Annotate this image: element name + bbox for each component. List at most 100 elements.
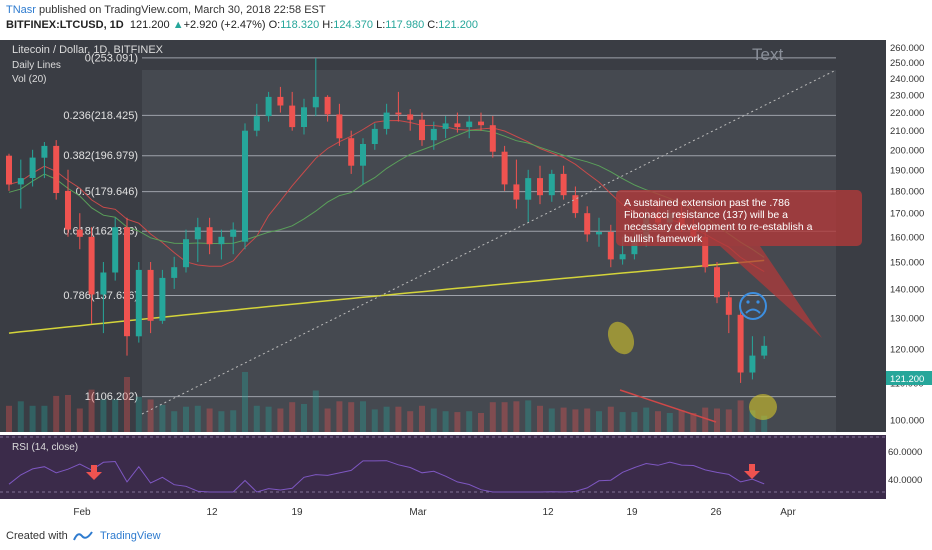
fib-level-label: 0.382(196.979) xyxy=(63,150,138,162)
volume-bar xyxy=(6,405,12,432)
candle-body[interactable] xyxy=(501,151,508,185)
candle-body[interactable] xyxy=(383,112,390,129)
candle-body[interactable] xyxy=(242,130,248,242)
price-tick: 260.000 xyxy=(890,43,924,54)
candle-body[interactable] xyxy=(312,96,319,108)
published-text: published on TradingView.com, March 30, … xyxy=(39,4,326,16)
rsi-line xyxy=(8,460,765,493)
time-axis-label: Mar xyxy=(409,507,427,518)
candle-body[interactable] xyxy=(619,254,626,260)
candle-body[interactable] xyxy=(159,277,166,321)
candle-body[interactable] xyxy=(584,213,591,235)
candle-body[interactable] xyxy=(29,157,36,178)
candle-body[interactable] xyxy=(419,119,425,141)
ma-line[interactable] xyxy=(8,129,765,258)
candle-body[interactable] xyxy=(761,345,768,356)
candle-body[interactable] xyxy=(88,236,95,295)
candle-body[interactable] xyxy=(525,178,532,200)
candle-body[interactable] xyxy=(289,105,296,128)
red-trendline[interactable] xyxy=(619,389,717,423)
candle-body[interactable] xyxy=(572,195,579,214)
candle-body[interactable] xyxy=(183,239,189,268)
volume-bar xyxy=(88,389,95,432)
text-annotation[interactable]: Text xyxy=(752,45,783,64)
candle-body[interactable] xyxy=(206,227,213,245)
candle-body[interactable] xyxy=(218,236,225,245)
candle-body[interactable] xyxy=(17,178,24,185)
candle-body[interactable] xyxy=(395,112,402,115)
candle-body[interactable] xyxy=(430,128,437,141)
symbol-label: BITFINEX:LTCUSD, 1D xyxy=(6,19,124,31)
candle-body[interactable] xyxy=(253,116,260,131)
candle-body[interactable] xyxy=(371,128,378,144)
candle-body[interactable] xyxy=(124,227,130,337)
candle-body[interactable] xyxy=(596,232,602,235)
chart-area[interactable]: 0(253.091) 0.236(218.425) 0.382(196.979) 0.… xyxy=(0,40,932,522)
rsi-axis[interactable] xyxy=(886,435,932,499)
volume-bar xyxy=(714,408,720,432)
candle-body[interactable] xyxy=(466,121,473,128)
candle-body[interactable] xyxy=(749,355,756,373)
last-price: 121.200 xyxy=(129,19,170,31)
candle-body[interactable] xyxy=(65,190,71,230)
candle-body[interactable] xyxy=(76,229,83,237)
rsi-pane[interactable] xyxy=(0,435,886,499)
candle-body[interactable] xyxy=(407,114,414,120)
candle-body[interactable] xyxy=(171,267,178,278)
sma-200-line[interactable] xyxy=(8,259,765,334)
candle-body[interactable] xyxy=(41,145,48,158)
candle-body[interactable] xyxy=(360,144,366,166)
volume-bar xyxy=(690,413,697,432)
candle-body[interactable] xyxy=(324,96,331,115)
down-arrow-icon xyxy=(744,464,760,479)
volume-bar xyxy=(336,401,343,432)
candle-body[interactable] xyxy=(725,297,732,315)
legend-volume: Vol (20) xyxy=(12,74,46,85)
candle-body[interactable] xyxy=(112,227,119,273)
candle-body[interactable] xyxy=(301,107,307,127)
price-tick: 230.000 xyxy=(890,91,924,102)
candle-body[interactable] xyxy=(548,173,555,196)
candle-body[interactable] xyxy=(230,229,237,237)
volume-bar xyxy=(383,406,390,432)
candle-body[interactable] xyxy=(442,123,449,129)
candle-body[interactable] xyxy=(607,232,614,260)
candle-body[interactable] xyxy=(135,269,142,337)
price-tick: 130.000 xyxy=(890,313,924,324)
candle-body[interactable] xyxy=(714,267,720,298)
candle-body[interactable] xyxy=(560,173,567,196)
highlight-ellipse-2[interactable] xyxy=(749,394,777,420)
candle-body[interactable] xyxy=(454,123,461,128)
candle-body[interactable] xyxy=(265,96,272,117)
volume-bar xyxy=(171,411,178,432)
fib-trend-line[interactable] xyxy=(141,69,837,415)
candle-body[interactable] xyxy=(100,272,107,295)
candle-body[interactable] xyxy=(537,178,543,196)
candle-body[interactable] xyxy=(631,239,638,255)
candle-body[interactable] xyxy=(702,236,709,268)
candle-body[interactable] xyxy=(489,125,496,152)
candle-body[interactable] xyxy=(277,96,284,106)
candle-body[interactable] xyxy=(737,314,744,373)
candle-body[interactable] xyxy=(53,145,60,193)
highlight-ellipse-1[interactable] xyxy=(603,318,639,359)
close-value: 121.200 xyxy=(438,19,479,31)
footer: Created with TradingView xyxy=(0,522,932,550)
candle-body[interactable] xyxy=(348,138,355,166)
candle-body[interactable] xyxy=(194,227,201,240)
candle-body[interactable] xyxy=(147,269,154,321)
callout-line-3: necessary development to re-establish a xyxy=(624,221,813,233)
close-label: C: xyxy=(427,19,439,31)
callout-box[interactable] xyxy=(616,190,862,246)
volume-bar xyxy=(560,407,567,432)
candle-body[interactable] xyxy=(6,155,12,185)
candle-body[interactable] xyxy=(336,114,343,139)
time-axis[interactable] xyxy=(0,500,932,522)
price-axis[interactable] xyxy=(886,40,932,432)
down-arrow-icon xyxy=(86,465,102,480)
candle-body[interactable] xyxy=(513,184,520,200)
candle-body[interactable] xyxy=(478,121,484,126)
volume-bar xyxy=(572,409,579,432)
author-link[interactable]: TNasr xyxy=(6,4,36,16)
tradingview-brand-link[interactable]: TradingView xyxy=(100,530,161,542)
